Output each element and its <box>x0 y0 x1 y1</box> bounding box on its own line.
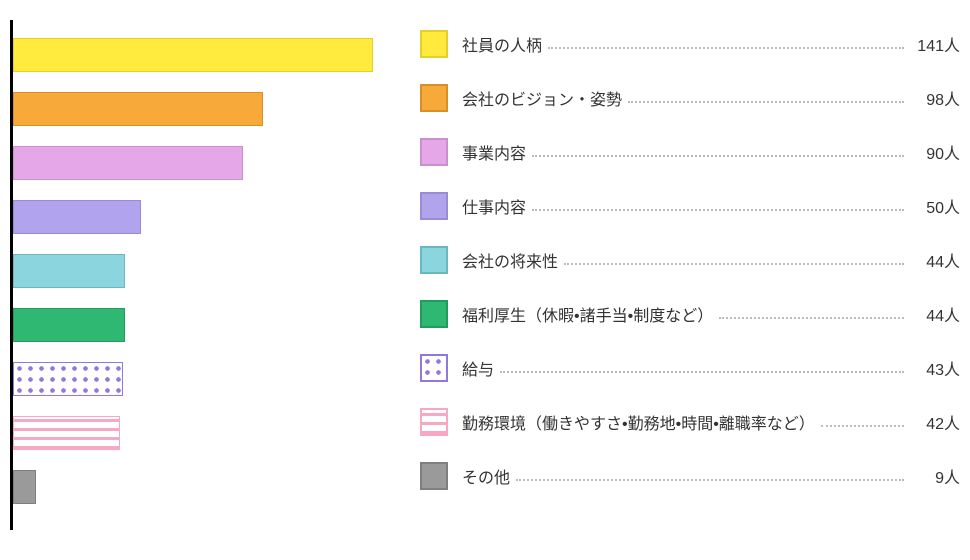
bar <box>13 362 123 396</box>
legend-swatch <box>420 462 448 490</box>
bar <box>13 146 243 180</box>
dot-leader <box>548 39 904 49</box>
bar <box>13 38 373 72</box>
dot-leader <box>532 201 904 211</box>
legend-value: 42人 <box>910 410 960 434</box>
legend-swatch <box>420 408 448 436</box>
legend-value: 44人 <box>910 248 960 272</box>
legend-label: 会社の将来性 <box>462 248 558 272</box>
legend-value: 9人 <box>910 464 960 488</box>
bar <box>13 470 36 504</box>
legend-swatch <box>420 138 448 166</box>
dot-leader <box>719 309 904 319</box>
bars-container <box>13 38 410 512</box>
legend-label: 福利厚生（休暇•諸手当•制度など） <box>462 302 713 326</box>
legend-item: 会社の将来性 44人 <box>420 240 960 280</box>
legend-label: その他 <box>462 464 510 488</box>
legend-value: 98人 <box>910 86 960 110</box>
bar-chart <box>10 20 410 530</box>
legend-label: 社員の人柄 <box>462 32 542 56</box>
bar <box>13 254 125 288</box>
dot-leader <box>500 363 904 373</box>
bar <box>13 416 120 450</box>
legend-item: 仕事内容 50人 <box>420 186 960 226</box>
dot-leader <box>628 93 904 103</box>
legend-item: 会社のビジョン・姿勢 98人 <box>420 78 960 118</box>
legend-item: 事業内容 90人 <box>420 132 960 172</box>
legend-value: 44人 <box>910 302 960 326</box>
legend-value: 90人 <box>910 140 960 164</box>
legend-item: 福利厚生（休暇•諸手当•制度など） 44人 <box>420 294 960 334</box>
legend-label: 勤務環境（働きやすさ•勤務地•時間•離職率など） <box>462 410 815 434</box>
bar <box>13 92 263 126</box>
legend-swatch <box>420 300 448 328</box>
dot-leader <box>516 471 904 481</box>
legend-item: 社員の人柄 141人 <box>420 24 960 64</box>
legend-swatch <box>420 246 448 274</box>
legend-label: 給与 <box>462 356 494 380</box>
legend-label: 仕事内容 <box>462 194 526 218</box>
legend-item: その他 9人 <box>420 456 960 496</box>
legend-item: 勤務環境（働きやすさ•勤務地•時間•離職率など） 42人 <box>420 402 960 442</box>
legend-value: 50人 <box>910 194 960 218</box>
dot-leader <box>532 147 904 157</box>
legend-label: 会社のビジョン・姿勢 <box>462 86 622 110</box>
legend-label: 事業内容 <box>462 140 526 164</box>
legend-swatch <box>420 84 448 112</box>
legend: 社員の人柄 141人会社のビジョン・姿勢 98人事業内容 90人仕事内容 50人会社の将… <box>420 24 960 510</box>
legend-value: 43人 <box>910 356 960 380</box>
bar <box>13 200 141 234</box>
legend-swatch <box>420 192 448 220</box>
legend-item: 給与 43人 <box>420 348 960 388</box>
legend-swatch <box>420 30 448 58</box>
dot-leader <box>821 417 904 427</box>
bar <box>13 308 125 342</box>
legend-swatch <box>420 354 448 382</box>
dot-leader <box>564 255 904 265</box>
legend-value: 141人 <box>910 32 960 56</box>
